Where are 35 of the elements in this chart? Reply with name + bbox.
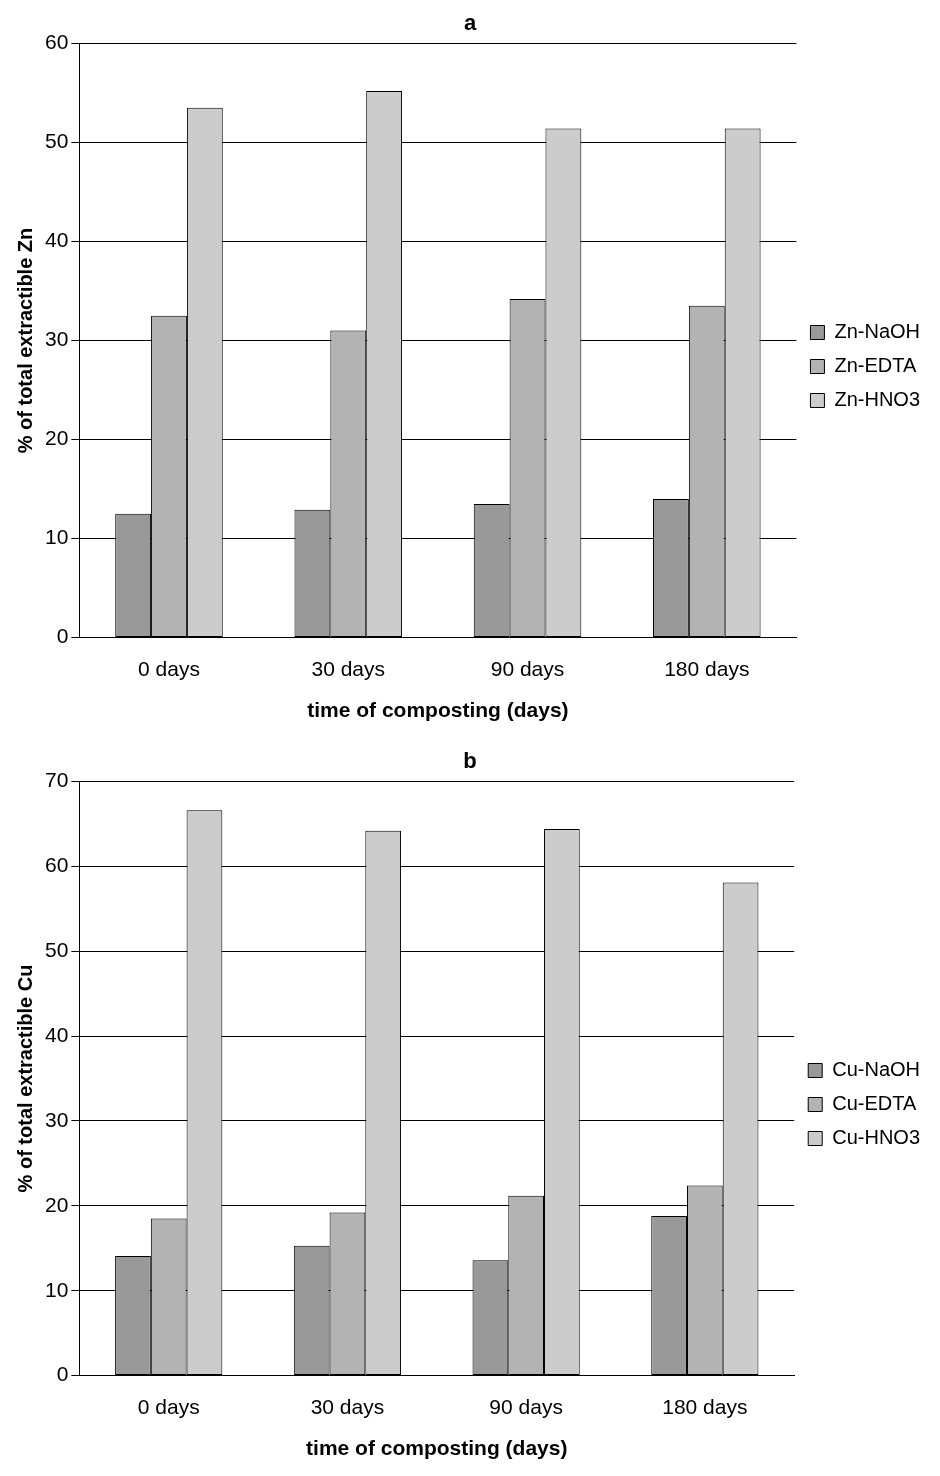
x-tick-label: 180 days xyxy=(664,657,750,680)
x-axis-title: time of composting (days) xyxy=(307,698,569,722)
x-tick-label: 30 days xyxy=(311,657,386,680)
y-tick-label: 50 xyxy=(45,937,69,961)
legend-label: Cu-EDTA xyxy=(832,1092,917,1115)
y-tick-label: 20 xyxy=(45,426,69,450)
y-tick-label: 10 xyxy=(45,1277,69,1301)
y-tick-label: 30 xyxy=(45,327,69,351)
x-tick-label: 90 days xyxy=(489,1395,563,1418)
x-tick-label: 30 days xyxy=(310,1395,385,1418)
chart-title: b xyxy=(463,748,477,774)
x-tick-label: 0 days xyxy=(138,657,200,680)
x-axis-title: time of composting (days) xyxy=(306,1436,568,1460)
y-tick-label: 60 xyxy=(45,853,69,877)
y-axis-title: % of total extractible Zn xyxy=(13,227,36,454)
x-tick-label: 180 days xyxy=(662,1395,748,1418)
y-tick-label: 10 xyxy=(45,525,69,549)
legend-label: Zn-HNO3 xyxy=(834,388,921,411)
y-tick-label: 20 xyxy=(45,1192,69,1216)
x-tick-label: 0 days xyxy=(137,1395,200,1418)
legend-label: Cu-HNO3 xyxy=(832,1126,920,1149)
y-tick-label: 50 xyxy=(45,129,69,153)
y-tick-label: 40 xyxy=(45,1022,69,1046)
y-axis-title: % of total extractible Cu xyxy=(13,964,36,1193)
y-tick-label: 0 xyxy=(56,624,69,648)
legend-label: Cu-NaOH xyxy=(832,1058,920,1081)
y-tick-label: 60 xyxy=(45,30,69,54)
y-tick-label: 40 xyxy=(45,228,69,252)
x-tick-label: 90 days xyxy=(490,657,565,680)
chart-title: a xyxy=(463,10,477,36)
legend-label: Zn-EDTA xyxy=(834,354,917,377)
y-tick-label: 30 xyxy=(45,1107,69,1131)
legend-label: Zn-NaOH xyxy=(834,320,921,343)
y-tick-label: 70 xyxy=(45,768,69,792)
y-tick-label: 0 xyxy=(56,1362,69,1386)
